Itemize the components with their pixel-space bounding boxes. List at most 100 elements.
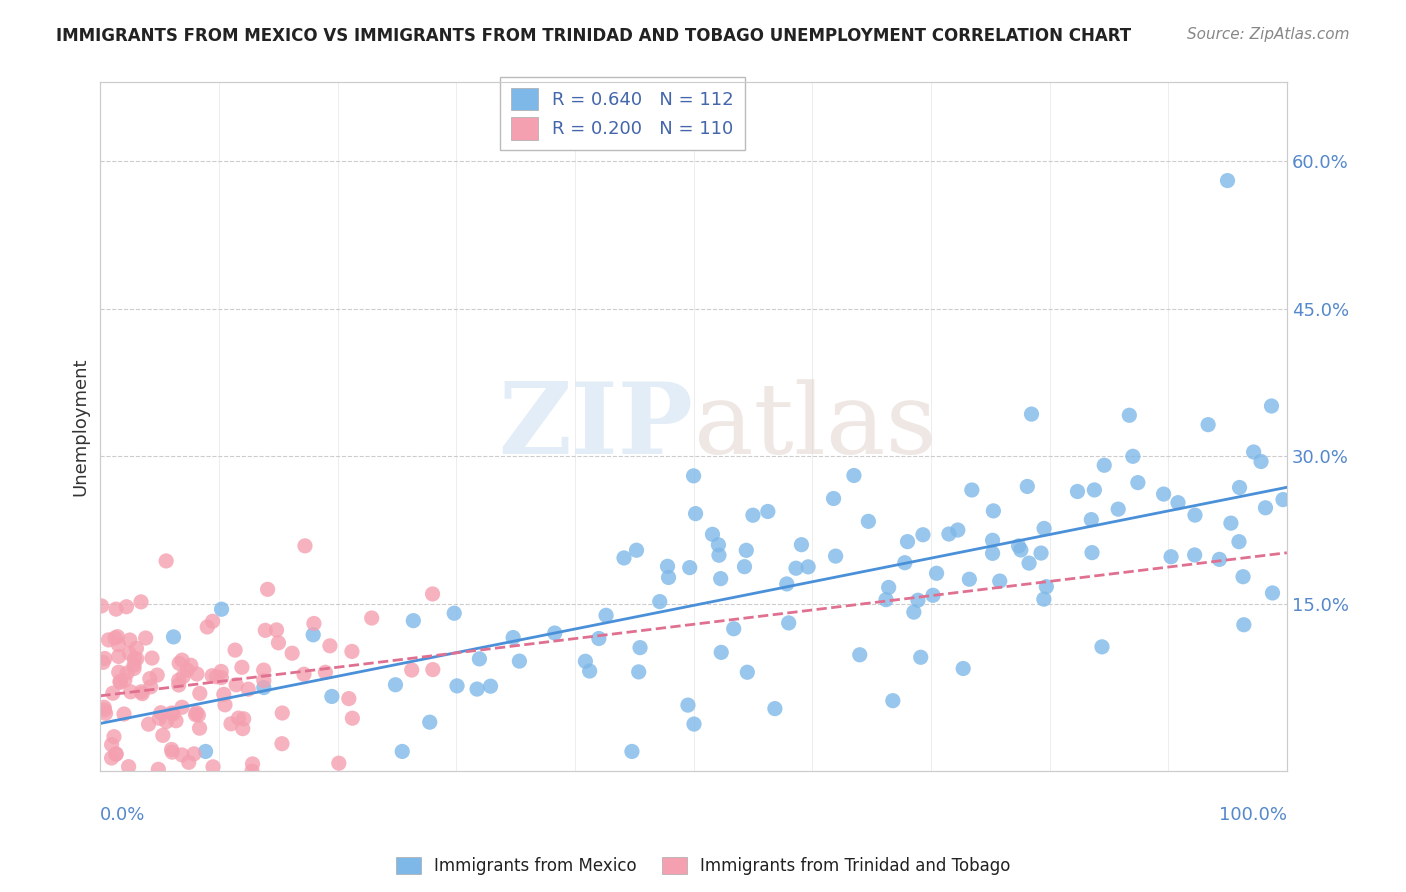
Immigrants from Mexico (734, 559, 756, 574)
Immigrants from Mexico (682, 468, 704, 483)
Immigrants from Mexico (1219, 516, 1241, 530)
Immigrants from Mexico (502, 631, 524, 645)
Immigrants from Mexico (628, 640, 651, 655)
Immigrants from Trinidad and Tobago (105, 747, 128, 761)
Immigrants from Mexico (1250, 454, 1272, 468)
Immigrants from Trinidad and Tobago (180, 658, 202, 673)
Immigrants from Trinidad and Tobago (188, 686, 211, 700)
Text: 100.0%: 100.0% (1219, 805, 1286, 823)
Immigrants from Trinidad and Tobago (160, 742, 183, 756)
Immigrants from Mexico (842, 468, 865, 483)
Immigrants from Trinidad and Tobago (148, 711, 170, 725)
Immigrants from Trinidad and Tobago (188, 721, 211, 735)
Immigrants from Mexico (685, 507, 707, 521)
Immigrants from Trinidad and Tobago (138, 717, 160, 731)
Immigrants from Trinidad and Tobago (104, 631, 127, 645)
Immigrants from Mexico (595, 608, 617, 623)
Immigrants from Trinidad and Tobago (149, 706, 172, 720)
Immigrants from Trinidad and Tobago (337, 691, 360, 706)
Immigrants from Mexico (983, 504, 1005, 518)
Immigrants from Mexico (1118, 409, 1140, 423)
Immigrants from Mexico (790, 538, 813, 552)
Immigrants from Mexico (1184, 508, 1206, 522)
Immigrants from Trinidad and Tobago (107, 630, 129, 644)
Immigrants from Mexico (710, 645, 733, 659)
Immigrants from Mexico (858, 514, 880, 528)
Immigrants from Mexico (253, 681, 276, 695)
Immigrants from Trinidad and Tobago (165, 714, 187, 728)
Immigrants from Mexico (1017, 479, 1039, 493)
Immigrants from Mexico (211, 602, 233, 616)
Immigrants from Trinidad and Tobago (115, 666, 138, 681)
Immigrants from Trinidad and Tobago (209, 671, 232, 685)
Immigrants from Trinidad and Tobago (107, 665, 129, 680)
Immigrants from Mexico (479, 679, 502, 693)
Immigrants from Trinidad and Tobago (184, 707, 207, 722)
Immigrants from Trinidad and Tobago (314, 665, 336, 680)
Immigrants from Mexico (710, 572, 733, 586)
Immigrants from Mexico (465, 682, 488, 697)
Immigrants from Trinidad and Tobago (160, 706, 183, 720)
Immigrants from Mexico (946, 523, 969, 537)
Text: ZIP: ZIP (499, 378, 693, 475)
Immigrants from Trinidad and Tobago (219, 716, 242, 731)
Immigrants from Mexico (877, 581, 900, 595)
Immigrants from Trinidad and Tobago (231, 660, 253, 674)
Immigrants from Mexico (952, 661, 974, 675)
Text: IMMIGRANTS FROM MEXICO VS IMMIGRANTS FROM TRINIDAD AND TOBAGO UNEMPLOYMENT CORRE: IMMIGRANTS FROM MEXICO VS IMMIGRANTS FRO… (56, 27, 1132, 45)
Immigrants from Trinidad and Tobago (256, 582, 278, 597)
Immigrants from Mexico (882, 694, 904, 708)
Immigrants from Trinidad and Tobago (125, 641, 148, 656)
Immigrants from Trinidad and Tobago (232, 712, 254, 726)
Immigrants from Trinidad and Tobago (201, 615, 224, 629)
Immigrants from Trinidad and Tobago (103, 730, 125, 744)
Immigrants from Mexico (896, 534, 918, 549)
Immigrants from Trinidad and Tobago (93, 703, 115, 717)
Immigrants from Trinidad and Tobago (90, 599, 112, 613)
Immigrants from Mexico (1091, 640, 1114, 654)
Immigrants from Trinidad and Tobago (146, 668, 169, 682)
Immigrants from Trinidad and Tobago (319, 639, 342, 653)
Immigrants from Trinidad and Tobago (122, 661, 145, 675)
Immigrants from Trinidad and Tobago (422, 663, 444, 677)
Immigrants from Mexico (588, 632, 610, 646)
Legend: Immigrants from Mexico, Immigrants from Trinidad and Tobago: Immigrants from Mexico, Immigrants from … (395, 856, 1011, 875)
Immigrants from Mexico (1243, 445, 1265, 459)
Immigrants from Trinidad and Tobago (141, 651, 163, 665)
Immigrants from Trinidad and Tobago (225, 678, 247, 692)
Immigrants from Mexico (1122, 450, 1144, 464)
Immigrants from Mexico (1018, 556, 1040, 570)
Immigrants from Trinidad and Tobago (91, 656, 114, 670)
Immigrants from Mexico (402, 614, 425, 628)
Immigrants from Mexico (1066, 484, 1088, 499)
Text: 0.0%: 0.0% (100, 805, 146, 823)
Immigrants from Mexico (1227, 534, 1250, 549)
Immigrants from Mexico (910, 650, 932, 665)
Immigrants from Trinidad and Tobago (232, 722, 254, 736)
Immigrants from Mexico (384, 678, 406, 692)
Immigrants from Mexico (648, 594, 671, 608)
Immigrants from Mexico (981, 533, 1004, 548)
Immigrants from Trinidad and Tobago (177, 756, 200, 770)
Immigrants from Mexico (742, 508, 765, 523)
Immigrants from Mexico (707, 538, 730, 552)
Immigrants from Trinidad and Tobago (117, 759, 139, 773)
Text: atlas: atlas (693, 379, 936, 475)
Immigrants from Mexico (683, 717, 706, 731)
Immigrants from Trinidad and Tobago (100, 738, 122, 752)
Immigrants from Mexico (1092, 458, 1115, 473)
Immigrants from Mexico (903, 605, 925, 619)
Immigrants from Trinidad and Tobago (129, 595, 152, 609)
Immigrants from Trinidad and Tobago (266, 623, 288, 637)
Immigrants from Trinidad and Tobago (186, 706, 208, 720)
Immigrants from Trinidad and Tobago (122, 658, 145, 673)
Immigrants from Trinidad and Tobago (167, 657, 190, 671)
Immigrants from Mexico (1229, 481, 1251, 495)
Immigrants from Trinidad and Tobago (129, 685, 152, 699)
Immigrants from Trinidad and Tobago (294, 539, 316, 553)
Immigrants from Trinidad and Tobago (240, 764, 263, 779)
Immigrants from Trinidad and Tobago (114, 673, 136, 687)
Immigrants from Mexico (194, 744, 217, 758)
Immigrants from Trinidad and Tobago (160, 745, 183, 759)
Immigrants from Mexico (162, 630, 184, 644)
